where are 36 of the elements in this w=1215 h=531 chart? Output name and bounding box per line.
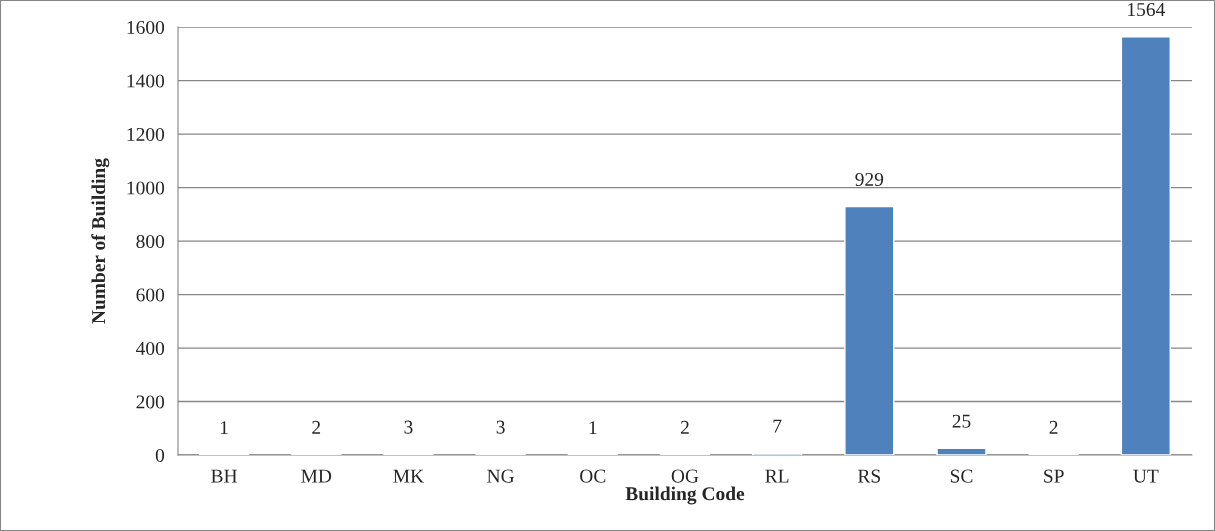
data-label: 1564 (1128, 3, 1165, 17)
x-tick-label: UT (1133, 469, 1159, 483)
y-tick-label: 0 (155, 448, 165, 462)
y-tick-label: 1400 (127, 74, 165, 88)
y-tick-label: 1000 (127, 181, 165, 195)
data-label: 3 (404, 420, 413, 434)
x-tick-label: SC (950, 469, 973, 483)
x-tick-label: SP (1044, 469, 1064, 483)
x-tick-label: NG (487, 469, 515, 483)
data-label: 2 (1049, 420, 1058, 434)
y-tick-label: 1200 (127, 127, 165, 142)
y-tick-label: 600 (136, 288, 165, 302)
x-tick-label: OG (671, 469, 699, 483)
x-tick-label: RS (857, 469, 880, 483)
data-label: 2 (312, 420, 321, 434)
x-tick-label: MK (393, 469, 424, 483)
y-tick-label: 400 (136, 341, 165, 356)
y-tick-label: 800 (136, 234, 165, 249)
bar (1120, 36, 1171, 456)
data-label: 1 (220, 421, 228, 434)
data-label: 1 (589, 421, 597, 434)
x-tick-label: MD (301, 469, 332, 483)
x-tick-label: OC (580, 469, 606, 483)
data-label: 929 (855, 172, 884, 186)
x-tick-label: RL (765, 469, 789, 483)
data-label: 7 (773, 419, 782, 433)
data-label: 3 (496, 420, 505, 434)
y-axis-title: Number of Building (91, 158, 110, 324)
data-label: 25 (952, 414, 971, 428)
x-axis-title: Building Code (625, 486, 745, 505)
x-tick-label: BH (211, 469, 238, 483)
y-tick-label: 200 (136, 395, 165, 409)
y-tick-label: 1600 (127, 20, 165, 35)
data-label: 2 (680, 420, 689, 434)
bar (844, 205, 895, 456)
bar (936, 447, 987, 456)
